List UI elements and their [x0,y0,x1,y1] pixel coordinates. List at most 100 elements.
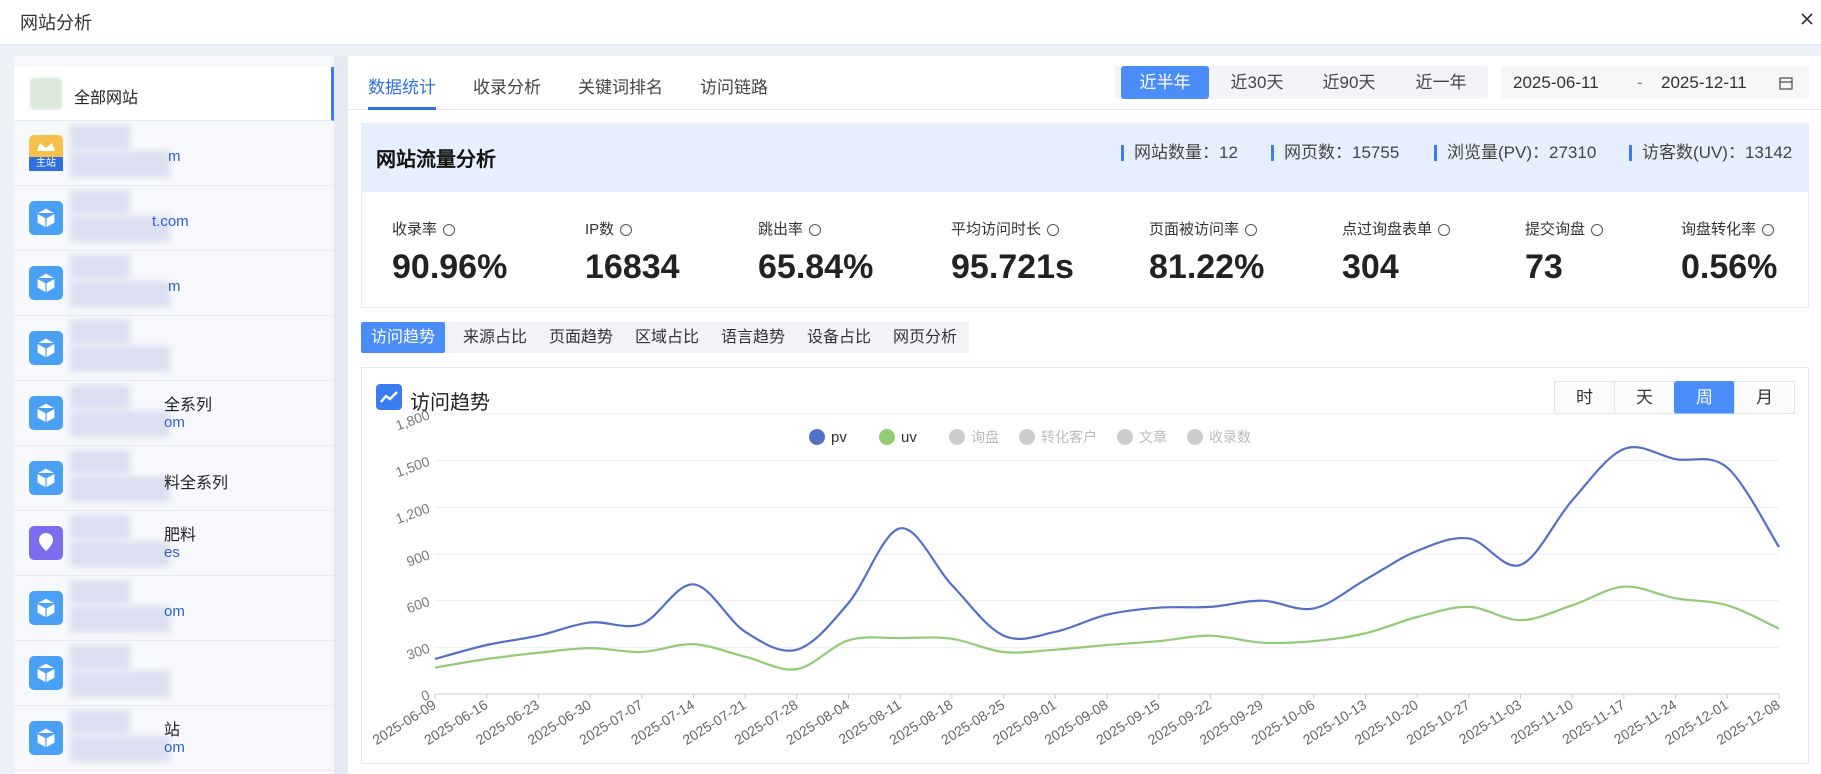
cube [36,662,56,684]
sub-tab[interactable]: 网页分析 [892,329,957,346]
blur-box [70,515,130,539]
help-icon [1245,224,1258,237]
sub-tab[interactable]: 区域占比 [634,329,699,346]
tab[interactable]: 收录分析 [473,78,541,97]
site-item[interactable]: 全系列 om [14,381,334,446]
blur-box [70,216,170,242]
range-button[interactable]: 近90天 [1322,73,1376,92]
y-tick-label: 900 [404,546,432,569]
granularity-button[interactable]: 周 [1674,381,1735,414]
blur-box [70,255,130,279]
cube [36,402,56,424]
y-tick-label: 1,200 [393,500,432,527]
metric-label-text: 收录率 [392,221,438,238]
site-domain: m [168,278,181,295]
y-tick-label: 1,800 [393,406,432,433]
sub-tab[interactable]: 页面趋势 [548,329,613,346]
chart-icon [376,384,402,410]
site-item[interactable] [14,316,334,381]
sub-tab[interactable]: 访问趋势 [361,322,445,353]
metric-value: 304 [1342,248,1399,286]
metric-label-text: 平均访问时长 [951,221,1042,238]
legend-marker [879,429,895,445]
legend-marker [1187,429,1203,445]
metric-label: 提交询盘 [1525,218,1604,239]
metric-value: 0.56% [1681,248,1778,286]
site-domain: t.com [152,213,189,230]
sub-tab[interactable]: 设备占比 [806,329,871,346]
tab-border [348,109,1821,110]
cube [36,207,56,229]
site-item[interactable]: 主站 m [14,121,334,186]
metric-value: 16834 [585,248,680,286]
summary-stat: 网站数量：12 [1121,143,1238,162]
blur-box [70,476,170,502]
metric-value: 95.721s [951,248,1074,286]
help-icon [1762,224,1775,237]
blur-box [70,645,130,669]
chart-card: 访问趋势 时天周月 [361,367,1809,764]
site-icon [29,461,63,495]
site-icon: 主站 [29,135,63,171]
y-tick-label: 600 [404,593,432,616]
metric-label-text: 跳出率 [758,221,804,238]
help-icon [1438,224,1451,237]
chart-title: 访问趋势 [410,392,490,414]
blur-box [70,411,170,437]
legend-label: 询盘 [971,429,999,445]
site-name: 全部网站 [74,90,139,107]
sub-tab[interactable]: 来源占比 [462,329,527,346]
help-icon [1047,224,1060,237]
site-icon [29,591,63,625]
close-button[interactable] [1800,12,1814,26]
site-item[interactable]: om [14,576,334,641]
help-icon [620,224,633,237]
blur-box [70,671,170,697]
range-button[interactable]: 近一年 [1415,73,1467,92]
granularity-button[interactable]: 天 [1614,381,1675,414]
site-item[interactable]: m [14,251,334,316]
metric-value: 65.84% [758,248,874,286]
metric-label: 询盘转化率 [1681,218,1775,239]
site-item[interactable] [14,641,334,706]
site-name: 料全系列 [164,475,229,492]
tab[interactable]: 访问链路 [700,78,768,97]
tab-underline [368,107,436,110]
metric-label: 平均访问时长 [951,218,1060,239]
blur-box [70,450,130,474]
site-list: 全部网站 主站 m t.com m 全系列 om 料全系列 肥料 es om 站 om [14,56,334,774]
site-name: 肥料 [164,527,197,544]
crown [37,143,55,151]
site-item[interactable]: 料全系列 [14,446,334,511]
summary-stat: 浏览量(PV)：27310 [1434,144,1596,161]
date-picker[interactable]: 2025-06-11 - 2025-12-11 [1501,66,1809,99]
legend-marker [1117,429,1133,445]
site-item[interactable]: 肥料 es [14,511,334,576]
tab[interactable]: 数据统计 [368,78,436,97]
range-button[interactable]: 近半年 [1121,66,1209,99]
cube [36,727,56,749]
site-domain: om [164,739,185,756]
tab[interactable]: 关键词排名 [578,78,663,97]
stat-label: 网站数量： [1134,143,1219,162]
granularity-button[interactable]: 时 [1554,381,1615,414]
summary-stat: 网页数：15755 [1271,144,1399,161]
stat-value: 13142 [1744,143,1793,162]
blur-box [70,281,170,307]
legend-label: 收录数 [1209,429,1251,445]
site-icon [29,721,63,755]
site-icon [29,656,63,690]
site-item[interactable]: t.com [14,186,334,251]
badge-bg [29,157,63,171]
stat-value: 12 [1219,143,1238,162]
y-tick-label: 300 [404,640,432,663]
sub-tab[interactable]: 语言趋势 [720,329,785,346]
site-item[interactable]: 全部网站 [14,67,334,121]
range-button[interactable]: 近30天 [1230,73,1284,92]
site-icon [29,266,63,300]
metric-label-text: IP数 [585,221,615,238]
site-item[interactable]: 站 om [14,706,334,771]
date-end: 2025-12-11 [1661,73,1747,92]
help-icon [809,224,822,237]
window-title: 网站分析 [20,13,92,33]
